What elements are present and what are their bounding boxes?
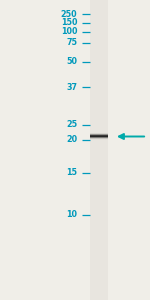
Text: 75: 75 xyxy=(66,38,77,47)
Text: 100: 100 xyxy=(61,27,77,36)
Text: 25: 25 xyxy=(66,120,77,129)
Text: 20: 20 xyxy=(66,135,77,144)
Text: 150: 150 xyxy=(61,18,77,27)
Bar xyxy=(90,0,108,300)
Text: 10: 10 xyxy=(66,210,77,219)
Text: 37: 37 xyxy=(66,82,77,91)
Text: 50: 50 xyxy=(66,57,77,66)
Text: 250: 250 xyxy=(61,10,77,19)
Text: 15: 15 xyxy=(66,168,77,177)
